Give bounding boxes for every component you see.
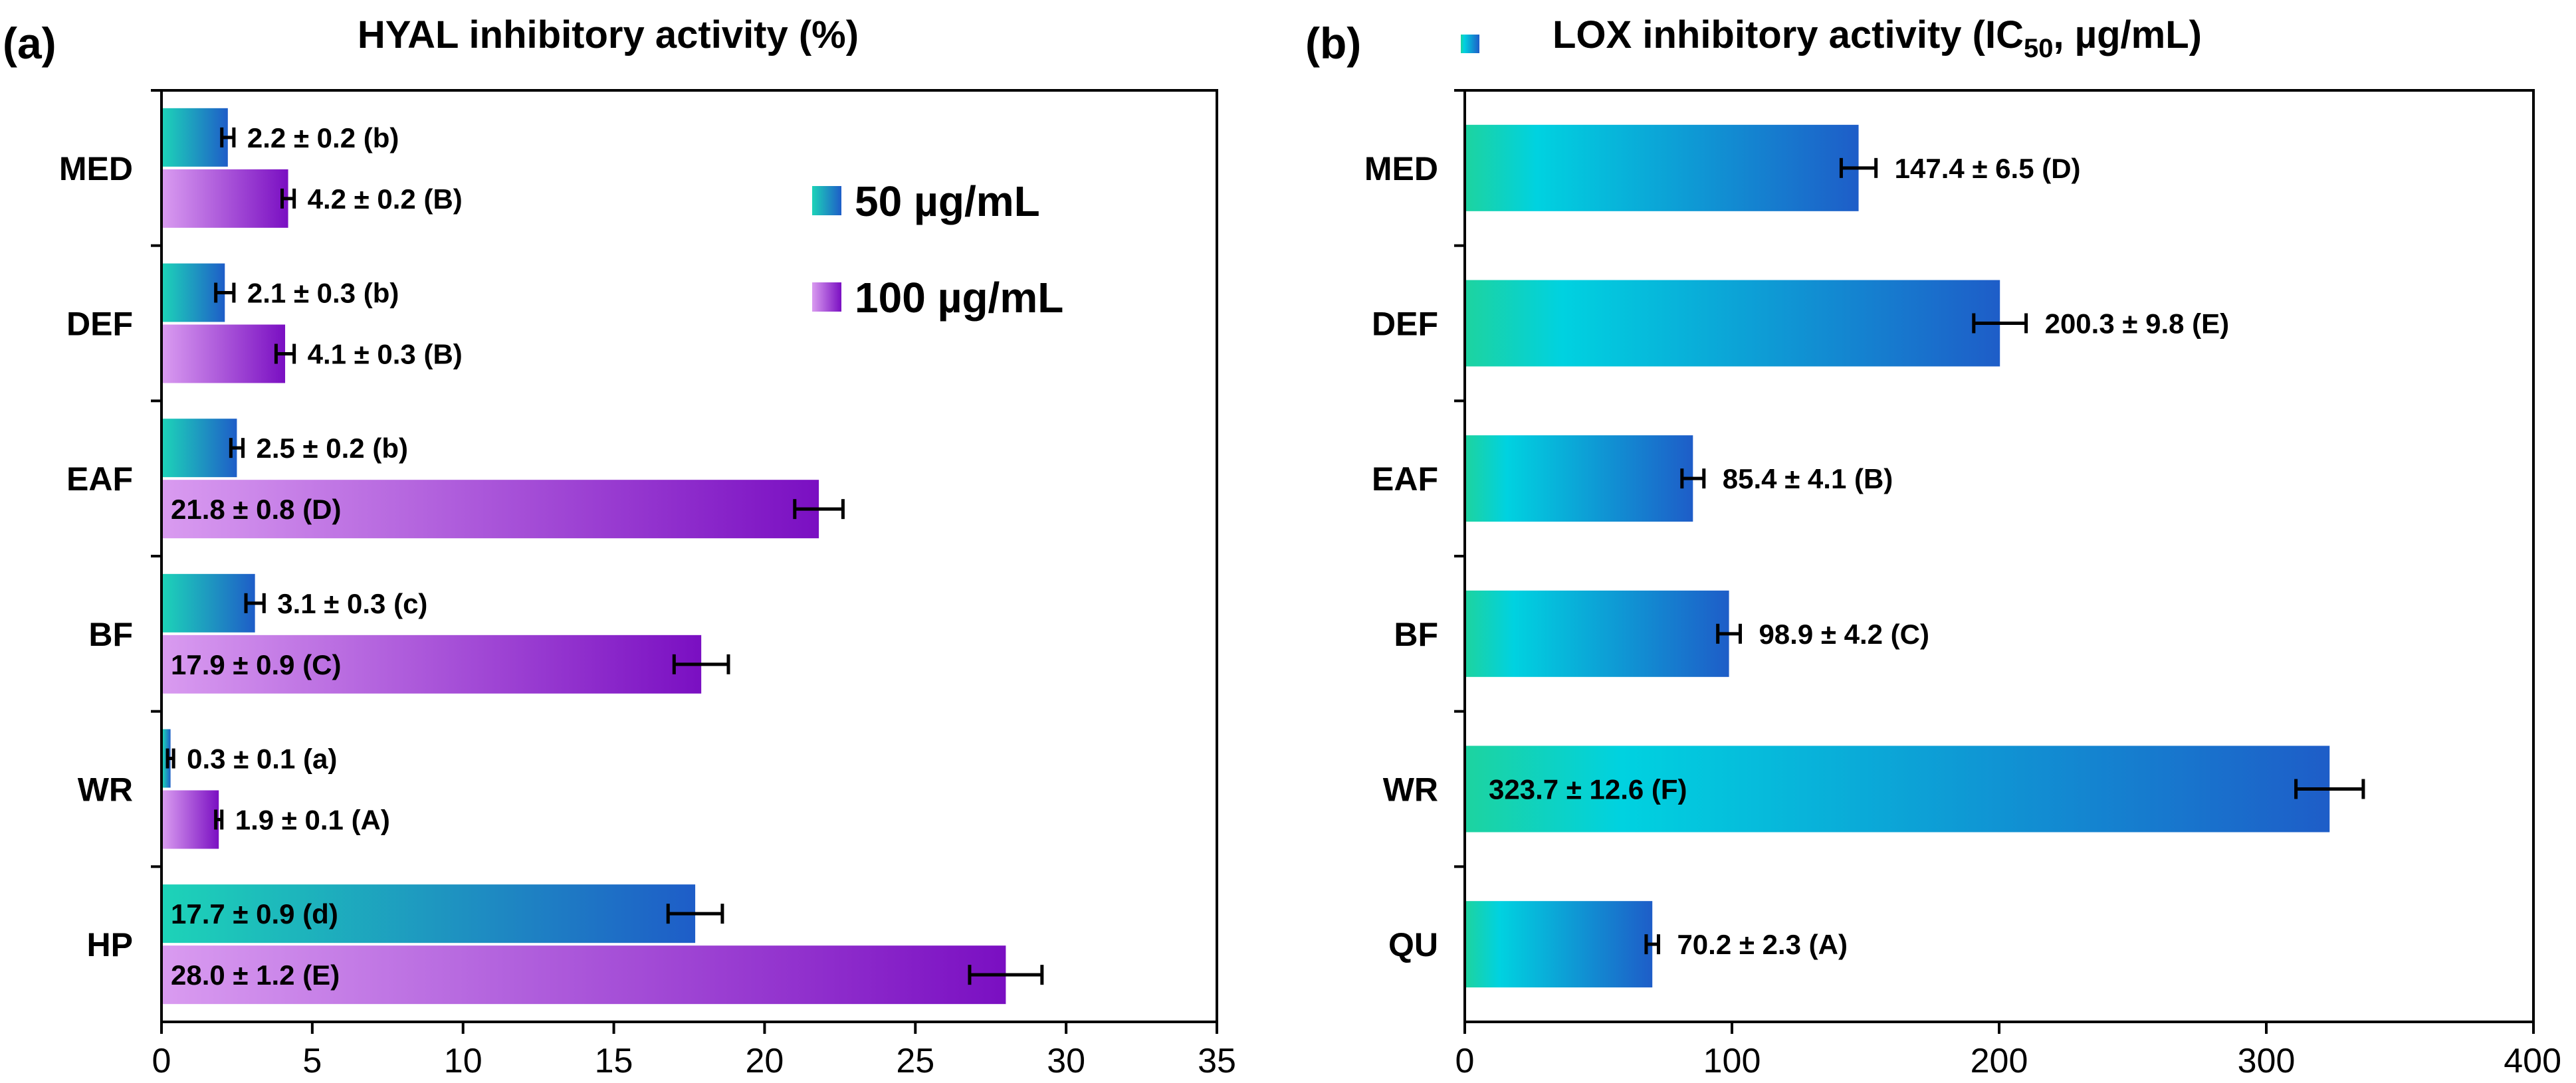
panel-a-bf-s100-data-label: 17.9 ± 0.9 (C) — [171, 649, 342, 680]
panel-a-x-tick-label-0: 0 — [152, 1042, 171, 1080]
panel-b: (b) LOX inhibitory activity (IC50, µg/mL… — [1305, 13, 2561, 1080]
panel-b-title-swatch — [1461, 35, 1479, 53]
panel-a-def-s100-data-label: 4.1 ± 0.3 (B) — [308, 339, 463, 370]
panel-b-qu-data-label: 70.2 ± 2.3 (A) — [1677, 929, 1848, 960]
panel-a-plot-frame — [160, 89, 1218, 1023]
legend-swatch-100 — [812, 282, 841, 312]
panel-a-x-tick-label-25: 25 — [896, 1042, 934, 1080]
panel-a-wr-s50-data-label: 0.3 ± 0.1 (a) — [187, 743, 337, 775]
panel-a-bf-s50-bar — [163, 573, 255, 633]
panel-a-med-s100-data-label: 4.2 ± 0.2 (B) — [308, 183, 463, 215]
panel-b-y-axis: MED DEF EAF BF WR QU — [1364, 89, 1465, 963]
panel-b-title-tail: , µg/mL) — [2053, 13, 2202, 56]
panel-b-plot-frame — [1463, 89, 2535, 1023]
panel-b-title-sub: 50 — [2024, 34, 2054, 63]
panel-b-qu-bar — [1466, 901, 1653, 988]
panel-b-bars: 147.4 ± 6.5 (D) 200.3 ± 9.8 (E) 85.4 ± 4.1… — [1466, 124, 2365, 988]
panel-a-x-tick-label-15: 15 — [595, 1042, 633, 1080]
panel-a-bf-s50-data-label: 3.1 ± 0.3 (c) — [277, 588, 427, 619]
panel-a-x-axis: 0 5 10 15 20 25 30 35 — [152, 1022, 1236, 1080]
panel-b-wr-bar — [1466, 745, 2330, 833]
panel-b-title: LOX inhibitory activity (IC50, µg/mL) — [1553, 13, 2202, 63]
panel-b-x-axis: 0 100 200 300 400 — [1455, 1022, 2561, 1080]
panel-a-x-tick-label-20: 20 — [746, 1042, 784, 1080]
panel-b-x-tick-label-100: 100 — [1703, 1042, 1761, 1080]
legend-swatch-50 — [812, 186, 841, 215]
panel-a-eaf-s100-bar — [163, 480, 819, 539]
panel-b-bf-bar — [1466, 590, 1729, 677]
panel-b-eaf-bar — [1466, 435, 1693, 522]
panel-a-x-tick-label-10: 10 — [444, 1042, 483, 1080]
panel-a-hp-s50-data-label: 17.7 ± 0.9 (d) — [171, 898, 338, 930]
panel-a-def-s100-bar — [163, 324, 286, 383]
legend-label-100: 100 µg/mL — [855, 274, 1063, 322]
panel-b-category-wr: WR — [1383, 771, 1438, 809]
panel-b-def-data-label: 200.3 ± 9.8 (E) — [2045, 308, 2230, 340]
panel-a-wr-s100-bar — [163, 790, 219, 849]
panel-a-med-s100-bar — [163, 169, 288, 228]
panel-b-med-data-label: 147.4 ± 6.5 (D) — [1895, 153, 2081, 184]
panel-a-med-s50-bar — [163, 108, 228, 167]
panel-a-y-axis: MED DEF EAF BF WR HP — [59, 89, 161, 963]
panel-b-category-def: DEF — [1372, 306, 1438, 343]
panel-b-bf-data-label: 98.9 ± 4.2 (C) — [1759, 619, 1929, 650]
panel-a-category-def: DEF — [66, 306, 133, 343]
panel-a-label: (a) — [3, 19, 56, 68]
panel-a-wr-s100-data-label: 1.9 ± 0.1 (A) — [235, 805, 390, 836]
panel-b-category-qu: QU — [1388, 926, 1438, 963]
panel-b-def-bar — [1466, 280, 2000, 367]
panel-a-category-hp: HP — [87, 926, 133, 963]
panel-b-category-eaf: EAF — [1372, 460, 1438, 498]
panel-b-label: (b) — [1305, 19, 1361, 68]
panel-a-eaf-s50-bar — [163, 419, 237, 478]
panel-a-x-tick-label-35: 35 — [1198, 1042, 1236, 1080]
panel-b-x-tick-label-400: 400 — [2504, 1042, 2561, 1080]
panel-a-eaf-s100-data-label: 21.8 ± 0.8 (D) — [171, 494, 342, 525]
panel-b-x-tick-label-200: 200 — [1971, 1042, 2028, 1080]
panel-a-x-tick-label-5: 5 — [302, 1042, 322, 1080]
panel-a-bars: 2.2 ± 0.2 (b) 2.1 ± 0.3 (b) 2.5 ± 0.2 (b) 3… — [163, 108, 1044, 1005]
panel-a-legend: 50 µg/mL 100 µg/mL — [812, 177, 1063, 322]
panel-a-category-bf: BF — [88, 616, 133, 653]
panel-b-title-main: LOX inhibitory activity (IC — [1553, 13, 2024, 56]
panel-a: (a) HYAL inhibitory activity (%) MED DEF E… — [3, 13, 1236, 1080]
panel-a-eaf-s50-data-label: 2.5 ± 0.2 (b) — [257, 433, 408, 464]
panel-a-category-med: MED — [59, 150, 133, 187]
legend-label-50: 50 µg/mL — [855, 177, 1040, 225]
panel-b-wr-data-label: 323.7 ± 12.6 (F) — [1489, 774, 1687, 805]
panel-a-category-eaf: EAF — [66, 460, 133, 498]
panel-a-title: HYAL inhibitory activity (%) — [358, 13, 859, 56]
panel-a-category-wr: WR — [78, 771, 133, 809]
panel-a-def-s50-data-label: 2.1 ± 0.3 (b) — [247, 278, 399, 309]
panel-b-med-bar — [1466, 124, 1859, 211]
panel-b-x-tick-label-0: 0 — [1455, 1042, 1475, 1080]
panel-a-hp-s50-bar — [163, 884, 696, 943]
panel-a-x-tick-label-30: 30 — [1047, 1042, 1085, 1080]
panel-a-hp-s100-data-label: 28.0 ± 1.2 (E) — [171, 959, 340, 991]
panel-b-eaf-data-label: 85.4 ± 4.1 (B) — [1723, 463, 1893, 494]
panel-b-x-tick-label-300: 300 — [2238, 1042, 2296, 1080]
panel-a-hp-s100-bar — [163, 945, 1006, 1005]
panel-b-category-bf: BF — [1394, 616, 1438, 653]
panel-a-bf-s100-bar — [163, 635, 702, 694]
panel-a-med-s50-data-label: 2.2 ± 0.2 (b) — [247, 122, 399, 153]
panel-b-category-med: MED — [1364, 150, 1438, 187]
